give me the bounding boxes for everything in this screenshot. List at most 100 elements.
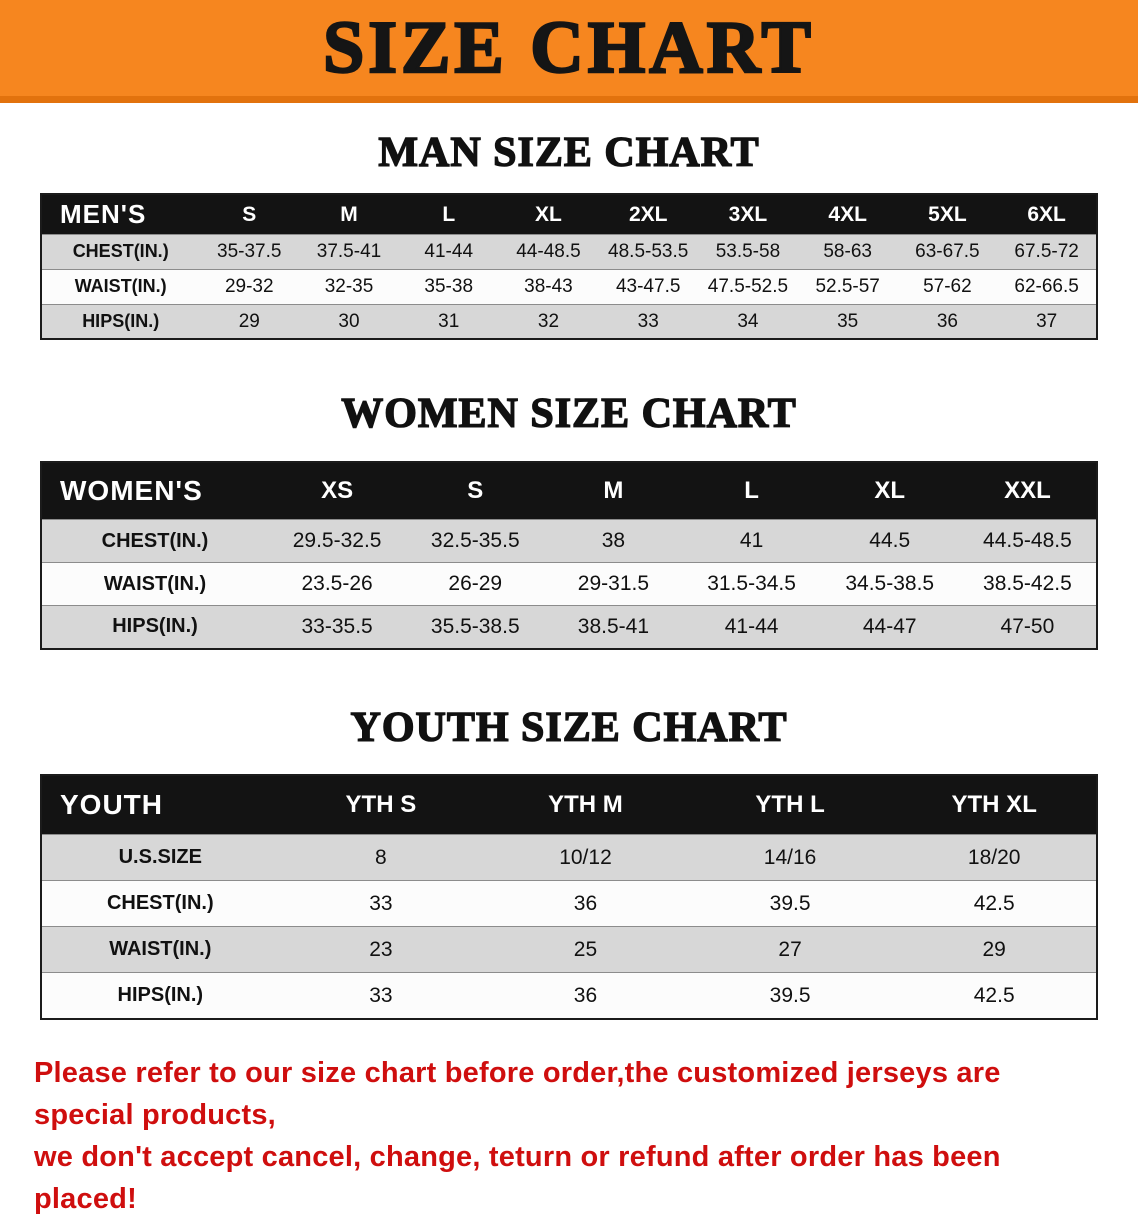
table-row: WAIST(IN.) 23 25 27 29	[41, 926, 1097, 973]
value-cell: 47-50	[958, 605, 1097, 649]
table-header-row: MEN'S S M L XL 2XL 3XL 4XL 5XL 6XL	[41, 194, 1097, 235]
value-cell: 33	[278, 972, 484, 1019]
row-label-cell: CHEST(IN.)	[41, 519, 269, 563]
value-cell: 32.5-35.5	[406, 519, 545, 563]
value-cell: 35.5-38.5	[406, 605, 545, 649]
value-cell: 18/20	[892, 834, 1097, 881]
value-cell: 52.5-57	[797, 268, 898, 305]
table-row: WAIST(IN.) 29-32 32-35 35-38 38-43 43-47.5 47.…	[41, 268, 1097, 305]
value-cell: 10/12	[483, 834, 688, 881]
row-label-cell: HIPS(IN.)	[41, 303, 200, 340]
table-row: CHEST(IN.) 29.5-32.5 32.5-35.5 38 41 44.5 44.5…	[41, 519, 1097, 563]
value-cell: 34	[698, 303, 798, 340]
value-cell: 47.5-52.5	[698, 268, 798, 305]
value-cell: 27	[687, 926, 893, 973]
column-header-cell: YTH L	[687, 774, 893, 835]
value-cell: 36	[897, 303, 998, 340]
value-cell: 44-48.5	[498, 233, 599, 270]
column-header-cell: S	[406, 461, 545, 520]
row-label-cell: U.S.SIZE	[41, 834, 279, 881]
page-title: SIZE CHART	[322, 7, 815, 89]
value-cell: 58-63	[797, 233, 898, 270]
value-cell: 30	[299, 303, 399, 340]
table-row: CHEST(IN.) 33 36 39.5 42.5	[41, 880, 1097, 927]
column-header-cell: 3XL	[698, 194, 798, 235]
value-cell: 8	[278, 834, 484, 881]
value-cell: 38.5-41	[544, 605, 683, 649]
table-row: U.S.SIZE 8 10/12 14/16 18/20	[41, 834, 1097, 881]
table-row: HIPS(IN.) 33-35.5 35.5-38.5 38.5-41 41-44 44-…	[41, 605, 1097, 649]
value-cell: 23.5-26	[268, 562, 407, 606]
value-cell: 44.5	[820, 519, 959, 563]
youth-size-table-wrap: YOUTH YTH S YTH M YTH L YTH XL U.S.SIZE 8 10/12…	[40, 773, 1098, 1020]
section-heading-youth: YOUTH SIZE CHART	[350, 704, 788, 751]
value-cell: 29-32	[199, 268, 300, 305]
table-row: HIPS(IN.) 29 30 31 32 33 34 35 36 37	[41, 303, 1097, 340]
row-label-cell: WAIST(IN.)	[41, 926, 279, 973]
value-cell: 43-47.5	[598, 268, 699, 305]
disclaimer-line-2: we don't accept cancel, change, teturn o…	[34, 1140, 1001, 1216]
value-cell: 29	[892, 926, 1097, 973]
size-chart-banner: SIZE CHART	[0, 0, 1138, 96]
value-cell: 35	[797, 303, 898, 340]
row-label-cell: WAIST(IN.)	[41, 268, 200, 305]
value-cell: 63-67.5	[897, 233, 998, 270]
value-cell: 35-38	[398, 268, 499, 305]
women-size-table-wrap: WOMEN'S XS S M L XL XXL CHEST(IN.) 29.5-32.5 32.5…	[40, 460, 1098, 650]
column-header-cell: XL	[498, 194, 599, 235]
row-label-cell: HIPS(IN.)	[41, 605, 269, 649]
value-cell: 25	[483, 926, 688, 973]
value-cell: 34.5-38.5	[820, 562, 959, 606]
value-cell: 26-29	[406, 562, 545, 606]
value-cell: 53.5-58	[698, 233, 798, 270]
column-header-cell: 2XL	[598, 194, 699, 235]
column-header-cell: L	[682, 461, 821, 520]
value-cell: 41	[682, 519, 821, 563]
row-label-cell: HIPS(IN.)	[41, 972, 279, 1019]
table-title-cell: MEN'S	[41, 194, 200, 235]
value-cell: 35-37.5	[199, 233, 300, 270]
value-cell: 41-44	[682, 605, 821, 649]
youth-size-table: YOUTH YTH S YTH M YTH L YTH XL U.S.SIZE 8 10/12…	[40, 773, 1098, 1020]
value-cell: 37.5-41	[299, 233, 399, 270]
value-cell: 39.5	[687, 972, 893, 1019]
value-cell: 31	[398, 303, 499, 340]
column-header-cell: XL	[820, 461, 959, 520]
men-size-table-wrap: MEN'S S M L XL 2XL 3XL 4XL 5XL 6XL CHEST(IN.) 35-37…	[40, 193, 1098, 341]
column-header-cell: XS	[268, 461, 407, 520]
column-header-cell: YTH M	[483, 774, 688, 835]
column-header-cell: 4XL	[797, 194, 898, 235]
value-cell: 48.5-53.5	[598, 233, 699, 270]
column-header-cell: M	[544, 461, 683, 520]
column-header-cell: XXL	[958, 461, 1097, 520]
table-row: CHEST(IN.) 35-37.5 37.5-41 41-44 44-48.5 48.5…	[41, 233, 1097, 270]
women-size-table: WOMEN'S XS S M L XL XXL CHEST(IN.) 29.5-32.5 32.5…	[40, 460, 1098, 650]
value-cell: 33	[598, 303, 699, 340]
men-size-table: MEN'S S M L XL 2XL 3XL 4XL 5XL 6XL CHEST(IN.) 35-37…	[40, 193, 1098, 341]
value-cell: 38.5-42.5	[958, 562, 1097, 606]
section-heading-men: MAN SIZE CHART	[378, 129, 760, 176]
column-header-cell: 5XL	[897, 194, 998, 235]
row-label-cell: CHEST(IN.)	[41, 880, 279, 927]
value-cell: 38-43	[498, 268, 599, 305]
value-cell: 67.5-72	[997, 233, 1097, 270]
value-cell: 42.5	[892, 880, 1097, 927]
value-cell: 41-44	[398, 233, 499, 270]
value-cell: 14/16	[687, 834, 893, 881]
table-title-cell: YOUTH	[41, 774, 279, 835]
column-header-cell: M	[299, 194, 399, 235]
value-cell: 32	[498, 303, 599, 340]
value-cell: 37	[997, 303, 1097, 340]
column-header-cell: YTH S	[278, 774, 484, 835]
table-header-row: WOMEN'S XS S M L XL XXL	[41, 461, 1097, 520]
value-cell: 62-66.5	[997, 268, 1097, 305]
disclaimer-text: Please refer to our size chart before or…	[34, 1052, 1104, 1220]
banner-bottom-strip	[0, 96, 1138, 103]
column-header-cell: S	[199, 194, 300, 235]
value-cell: 23	[278, 926, 484, 973]
column-header-cell: L	[398, 194, 499, 235]
table-row: HIPS(IN.) 33 36 39.5 42.5	[41, 972, 1097, 1019]
value-cell: 32-35	[299, 268, 399, 305]
column-header-cell: 6XL	[997, 194, 1097, 235]
value-cell: 29-31.5	[544, 562, 683, 606]
